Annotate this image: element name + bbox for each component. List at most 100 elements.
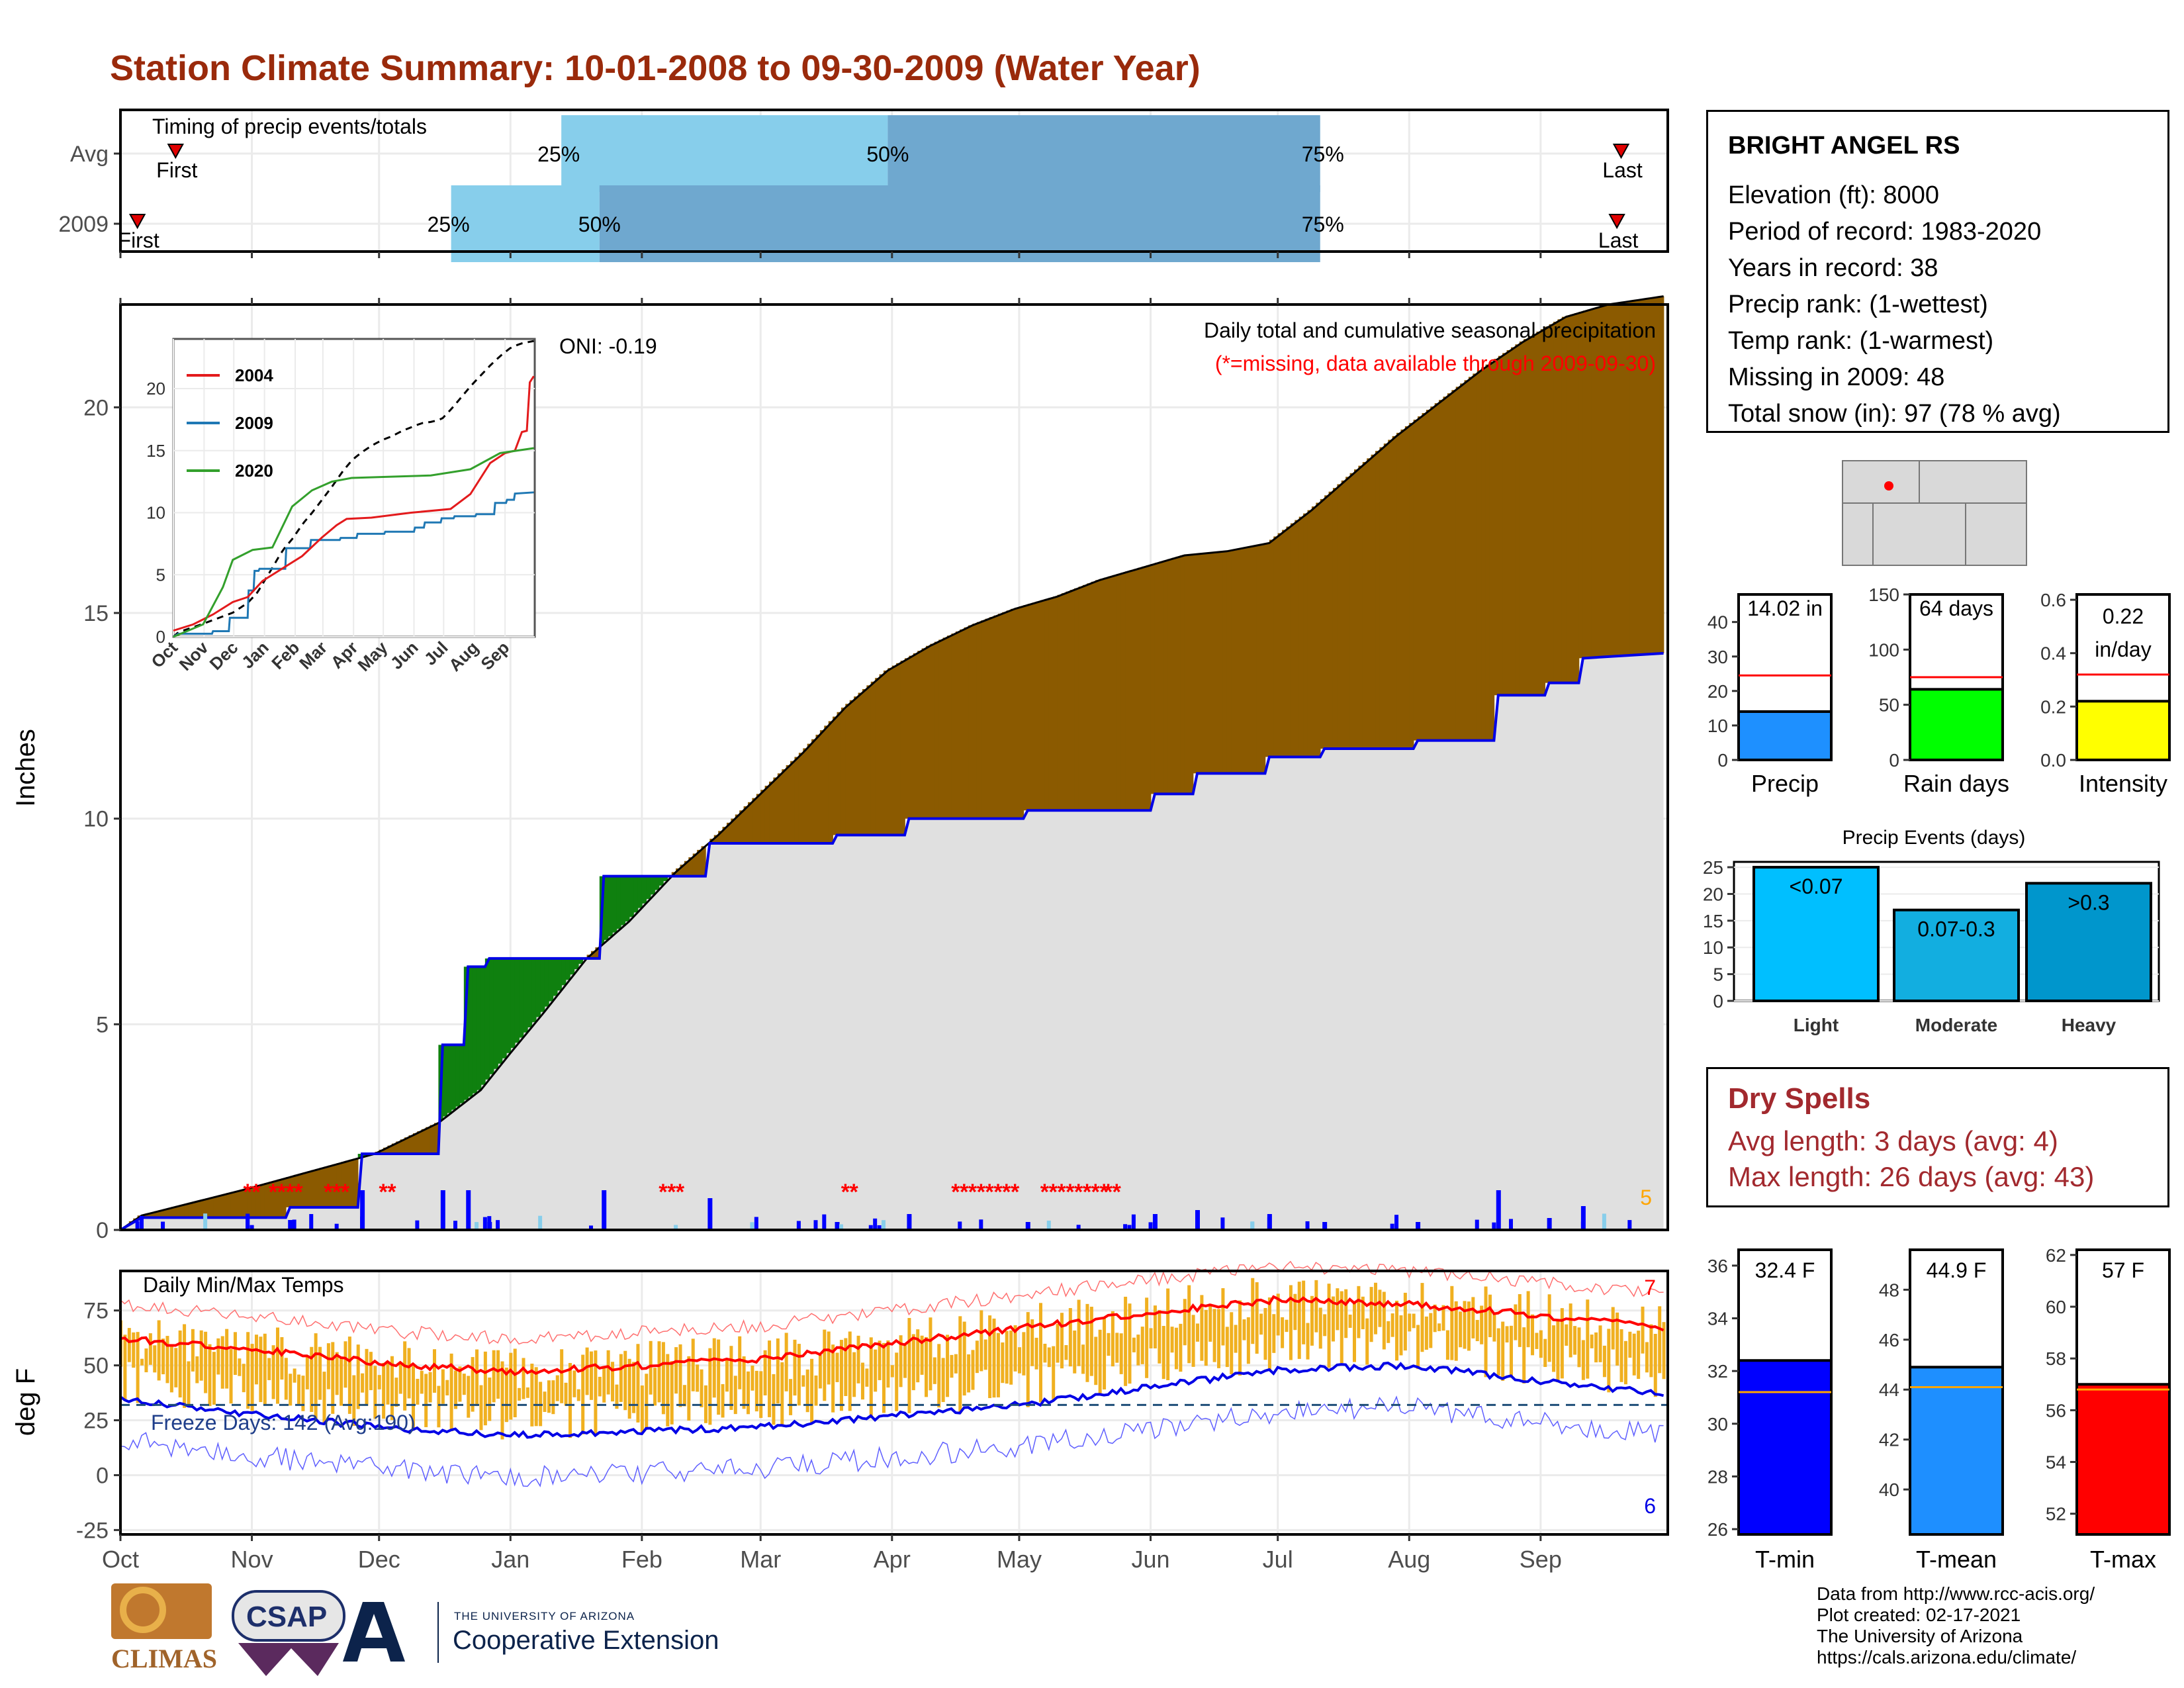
timing-last-marker [1612,144,1630,160]
precip-departure-bar [1400,429,1406,749]
daily-temp-bar [1001,1342,1005,1383]
timing-q25-label: 25% [428,212,470,236]
precip-departure-bar [353,1158,359,1207]
timing-row-label: Avg [70,142,109,167]
precip-departure-bar [1226,550,1232,774]
temp-bar-value-label: 44.9 F [1927,1258,1987,1282]
mini-bar-value [2075,700,2171,761]
precip-departure-bar [1175,556,1181,794]
precip-2009-area [120,653,1664,1230]
precip-departure-bar [1104,577,1109,811]
daily-temp-bar [254,1335,258,1385]
daily-temp-bar [1246,1317,1250,1364]
daily-temp-bar [657,1341,661,1403]
precip-departure-bar [510,958,516,1049]
precip-departure-bar [1561,316,1567,683]
daily-temp-bar [437,1385,441,1428]
precip-departure-bar [713,835,719,843]
daily-temp-bar [848,1331,852,1411]
daily-temp-bar [1437,1323,1441,1331]
daily-precip-bar [360,1216,365,1230]
daily-temp-bar [1416,1325,1420,1370]
precip-departure-bar [1409,422,1414,749]
precip-departure-bar [722,827,727,843]
precip-departure-bar [662,876,668,881]
daily-temp-bar [632,1362,636,1413]
avg-min-temp-line [119,1361,1664,1439]
precip-departure-bar [1320,498,1325,749]
mini-bar-tick-label: 10 [1707,716,1728,736]
precip-departure-bar [1439,400,1444,741]
precip-departure-bar [387,1145,392,1154]
timing-bar-q25-q50 [451,185,600,262]
daily-precip-bar [822,1214,827,1230]
temp-bar-value [1737,1359,1833,1536]
temp-ylabel: deg F [11,1368,40,1436]
ua-extension-text: Cooperative Extension [453,1626,719,1655]
daily-temp-bar [708,1348,712,1425]
daily-temp-bar [615,1384,619,1409]
precip-departure-bar [1011,608,1016,819]
inset-ytick-label: 5 [156,565,165,585]
month-xtick-label: Mar [740,1546,781,1573]
daily-temp-bar [475,1349,479,1407]
daily-temp-bar [946,1335,950,1397]
daily-temp-bar [653,1368,657,1406]
precip-departure-bar [684,861,690,876]
daily-temp-bar [496,1350,500,1399]
precip-departure-bar [502,958,507,1058]
precip-departure-bar [1349,473,1355,749]
daily-temp-bar [772,1374,776,1425]
daily-temp-bar [725,1359,729,1392]
mini-bar-label: Precip [1751,770,1819,797]
precip-departure-bar [1418,416,1423,741]
daily-temp-bar [860,1362,864,1400]
daily-temp-bar [178,1330,182,1398]
precip-departure-bar [1295,520,1300,757]
daily-precip-bar [415,1220,420,1230]
precip-departure-bar [1582,310,1588,658]
inset-ytick-label: 20 [146,379,165,399]
daily-temp-bar [789,1379,793,1415]
daily-temp-bar [780,1362,784,1427]
precip-departure-bar [1133,569,1139,811]
daily-temp-bar [1318,1307,1322,1349]
daily-temp-bar [500,1361,504,1440]
daily-precip-bar [1580,1221,1585,1230]
ua-logo-a-counter [365,1614,383,1638]
missing-marker: * [968,1180,978,1205]
daily-temp-bar [522,1358,525,1399]
precip-departure-bar [1621,302,1626,656]
daily-temp-bar [670,1361,674,1425]
precip-departure-bar [1545,326,1550,683]
daily-temp-bar [1272,1314,1276,1353]
daily-temp-bar [225,1329,229,1389]
missing-marker: * [985,1180,995,1205]
precip-departure-bar [1154,563,1160,794]
precip-departure-bar [1447,393,1453,741]
precip-departure-bar [1303,513,1308,757]
daily-temp-bar [929,1317,933,1391]
daily-temp-bar [1170,1327,1174,1353]
precip-departure-bar [926,645,931,819]
precip-departure-bar [320,1168,325,1207]
daily-temp-bar [356,1344,360,1409]
timing-q75-label: 75% [1302,212,1344,236]
precip-departure-bar [311,1170,316,1207]
timing-q75-label: 75% [1302,142,1344,166]
missing-marker: * [850,1180,859,1205]
daily-temp-bar [479,1385,483,1430]
precip-departure-bar [1066,591,1071,811]
csap-logo-mountains [238,1643,339,1676]
precip-departure-bar [480,966,486,1085]
missing-marker: * [1091,1180,1101,1205]
daily-temp-bar [1352,1303,1356,1362]
daily-temp-bar [975,1340,979,1374]
missing-marker: * [841,1180,850,1205]
missing-marker: * [286,1180,295,1205]
daily-temp-bar [1124,1296,1128,1386]
precip-departure-bar [1422,413,1427,741]
daily-temp-bar [687,1356,691,1421]
daily-temp-bar [933,1357,936,1384]
precip-departure-bar [777,773,783,843]
